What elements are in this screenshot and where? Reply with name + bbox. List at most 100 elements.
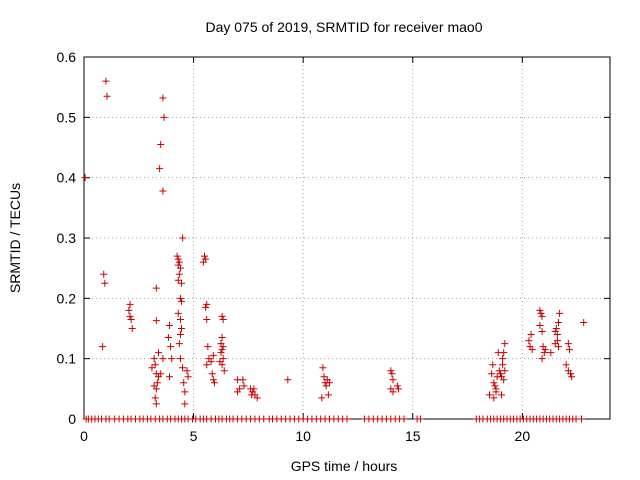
data-point [387,367,395,375]
data-point [537,309,545,317]
y-tick-label: 0.1 [57,351,77,367]
data-point [489,361,497,369]
data-point [562,361,570,369]
data-point [250,385,258,393]
data-point [499,355,507,363]
data-points [81,77,588,423]
data-point [536,306,544,314]
data-point [152,284,160,292]
y-axis-label: SRMTID / TECUs [7,183,23,293]
data-point [102,77,110,85]
data-point [536,321,544,329]
data-point [393,382,401,390]
data-point [325,379,333,387]
data-point [580,318,588,326]
data-point [156,165,164,173]
data-point [174,276,182,284]
data-point [527,331,535,339]
data-point [540,349,548,357]
y-tick-label: 0.5 [57,109,77,125]
data-point [183,367,191,375]
y-tick-label: 0.3 [57,230,77,246]
data-point [319,364,327,372]
data-point [164,334,172,342]
data-point [547,349,555,357]
data-point [152,400,160,408]
data-point [176,264,184,272]
data-point [180,379,188,387]
data-point [565,346,573,354]
data-point [488,370,496,378]
data-point [322,382,330,390]
x-tick-label: 0 [80,428,88,444]
data-point [219,343,227,351]
data-point [496,370,504,378]
data-point [174,309,182,317]
data-point [320,373,328,381]
data-point [564,340,572,348]
data-point [101,279,109,287]
data-point [568,373,576,381]
data-point [578,415,586,423]
data-point [168,355,176,363]
data-point [552,325,560,332]
data-point [208,370,216,378]
data-point [175,258,183,266]
data-point [553,331,561,339]
axis-ticks: 0 0.1 0.2 0.3 0.4 0.5 0.6 0 5 10 15 20 [57,49,610,444]
data-point [155,349,163,357]
data-point [181,400,189,408]
data-point [157,140,165,148]
data-point [176,315,184,323]
data-point [173,252,181,260]
data-point [416,415,424,423]
y-tick-label: 0.4 [57,170,77,186]
data-point [343,415,351,423]
data-point [240,382,248,390]
data-point [248,391,256,399]
data-point [165,321,173,329]
data-point [176,294,184,302]
data-point [175,270,183,278]
data-point [159,187,167,195]
data-point [490,379,498,387]
data-point [220,367,228,375]
data-point [551,340,559,348]
data-point [389,376,397,384]
data-point [99,343,107,351]
data-point [491,382,499,390]
data-point [159,94,167,102]
data-point [159,355,167,363]
data-point [201,252,209,260]
data-point [152,317,160,325]
data-point [179,364,187,372]
data-point [207,358,215,366]
data-point [199,258,207,266]
data-point [204,343,212,351]
data-point [184,373,192,381]
x-axis-label: GPS time / hours [291,458,398,474]
data-point [209,376,217,384]
data-point [253,394,261,402]
data-point [556,309,564,317]
data-point [485,391,493,399]
data-point [219,355,227,363]
data-point [202,303,210,311]
data-point [165,373,173,381]
data-point [492,388,500,396]
data-point [126,312,134,320]
data-point [525,337,533,345]
data-point [284,376,292,384]
data-point [501,340,509,348]
data-point [389,388,397,396]
data-point [216,358,224,366]
data-point [318,394,326,402]
data-point [528,346,536,354]
data-point [501,367,509,375]
data-point [554,343,562,351]
data-point [176,355,184,363]
data-point [400,415,408,423]
data-point [179,234,187,242]
data-point [395,385,403,393]
plot-frame [83,56,611,420]
